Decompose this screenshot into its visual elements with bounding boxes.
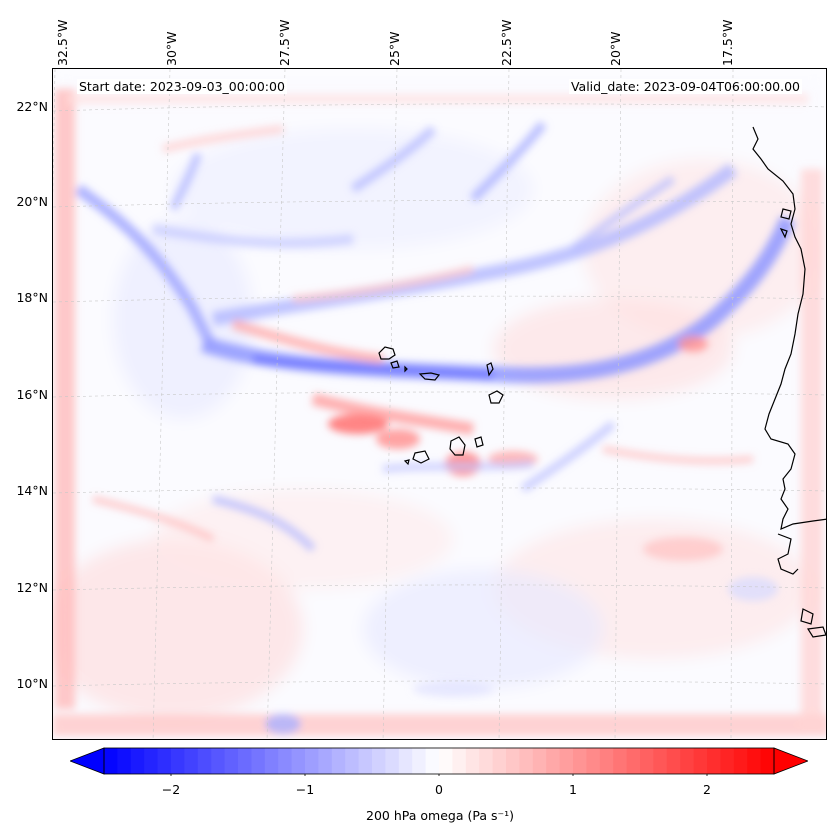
valid-date-label: Valid_date: 2023-09-04T06:00:00.00 bbox=[568, 79, 802, 94]
colorbar-cell bbox=[747, 748, 762, 774]
colorbar-max-extend bbox=[773, 747, 808, 775]
colorbar-cell bbox=[640, 748, 654, 774]
colorbar-tick-label: −1 bbox=[295, 782, 315, 797]
colorbar-cell bbox=[358, 748, 373, 774]
graticule bbox=[53, 69, 826, 739]
colorbar-cell bbox=[305, 748, 319, 774]
lat-label: 20°N bbox=[16, 194, 48, 209]
lon-label: 20°W bbox=[608, 31, 623, 66]
colorbar-cell bbox=[264, 748, 279, 774]
colorbar-cell bbox=[251, 748, 266, 774]
omega-features bbox=[53, 89, 826, 736]
colorbar-cell bbox=[452, 748, 467, 774]
colorbar-cell bbox=[720, 748, 735, 774]
colorbar bbox=[70, 747, 808, 776]
colorbar-tick-label: −2 bbox=[161, 782, 181, 797]
omega-field bbox=[53, 69, 826, 739]
colorbar-cell bbox=[278, 748, 293, 774]
colorbar-cell bbox=[465, 748, 480, 774]
lat-label: 22°N bbox=[16, 99, 48, 114]
colorbar-cell bbox=[479, 748, 494, 774]
colorbar-cell bbox=[331, 748, 346, 774]
colorbar-cell bbox=[144, 748, 159, 774]
colorbar-cell bbox=[707, 748, 721, 774]
colorbar-cell bbox=[197, 748, 212, 774]
colorbar-cell bbox=[760, 748, 775, 774]
lon-label: 25°W bbox=[387, 31, 402, 66]
colorbar-cell bbox=[613, 748, 628, 774]
colorbar-min-extend bbox=[70, 747, 105, 775]
colorbar-cell bbox=[733, 748, 748, 774]
lat-label: 12°N bbox=[16, 580, 48, 595]
colorbar-cell bbox=[398, 748, 413, 774]
background-field bbox=[53, 69, 826, 739]
colorbar-cell bbox=[653, 748, 668, 774]
colorbar-cell bbox=[104, 748, 118, 774]
lon-label: 27.5°W bbox=[277, 19, 292, 66]
colorbar-cell bbox=[412, 748, 427, 774]
lon-label: 17.5°W bbox=[720, 19, 735, 66]
colorbar-cell bbox=[345, 748, 360, 774]
colorbar-cell bbox=[171, 748, 185, 774]
colorbar-cell bbox=[117, 748, 132, 774]
colorbar-cell bbox=[586, 748, 601, 774]
colorbar-cell bbox=[573, 748, 587, 774]
colorbar-cell bbox=[519, 748, 534, 774]
colorbar-cell bbox=[559, 748, 574, 774]
start-date-label: Start date: 2023-09-03_00:00:00 bbox=[77, 79, 287, 94]
colorbar-cell bbox=[680, 748, 695, 774]
map-panel: Start date: 2023-09-03_00:00:00 Valid_da… bbox=[52, 68, 827, 740]
coastline bbox=[752, 126, 826, 638]
colorbar-cell bbox=[224, 748, 239, 774]
colorbar-cell bbox=[532, 748, 547, 774]
colorbar-cell bbox=[599, 748, 614, 774]
colorbar-cell bbox=[184, 748, 199, 774]
colorbar-label: 200 hPa omega (Pa s⁻¹) bbox=[366, 808, 514, 823]
colorbar-cell bbox=[130, 748, 145, 774]
colorbar-cell bbox=[211, 748, 226, 774]
lon-label: 22.5°W bbox=[499, 19, 514, 66]
cape-verde-islands bbox=[378, 346, 504, 466]
colorbar-tick-label: 0 bbox=[435, 782, 443, 797]
lat-label: 18°N bbox=[16, 290, 48, 305]
lon-label: 32.5°W bbox=[55, 19, 70, 66]
colorbar-cell bbox=[157, 748, 172, 774]
lat-label: 14°N bbox=[16, 483, 48, 498]
colorbar-cell bbox=[238, 748, 252, 774]
lat-label: 16°N bbox=[16, 387, 48, 402]
colorbar-cell bbox=[626, 748, 641, 774]
lon-label: 30°W bbox=[164, 31, 179, 66]
lat-label: 10°N bbox=[16, 676, 48, 691]
colorbar-cell bbox=[506, 748, 520, 774]
colorbar-cell bbox=[372, 748, 386, 774]
colorbar-cell bbox=[385, 748, 400, 774]
colorbar-cell bbox=[439, 748, 453, 774]
colorbar-cell bbox=[425, 748, 440, 774]
colorbar-cell bbox=[318, 748, 333, 774]
colorbar-cell bbox=[291, 748, 306, 774]
colorbar-cell bbox=[546, 748, 561, 774]
colorbar-tick-label: 2 bbox=[703, 782, 711, 797]
colorbar-cell bbox=[693, 748, 708, 774]
colorbar-cell bbox=[666, 748, 681, 774]
colorbar-cell bbox=[492, 748, 507, 774]
colorbar-tick-label: 1 bbox=[569, 782, 577, 797]
